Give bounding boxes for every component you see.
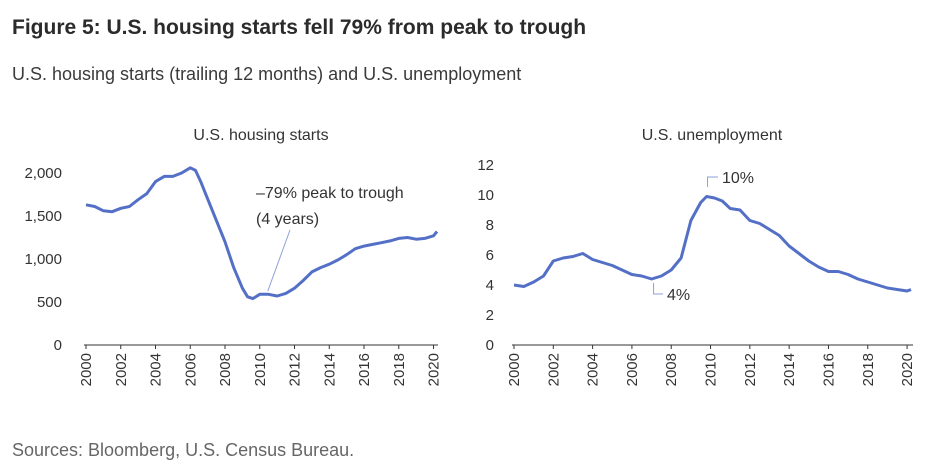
unemployment-x-tick-label: 2014	[781, 353, 798, 386]
unemployment-peak-leader	[707, 176, 718, 187]
unemployment-trough-leader	[653, 283, 663, 295]
housing-y-tick-label: 500	[37, 294, 62, 311]
unemployment-y-tick-label: 0	[486, 337, 494, 354]
unemployment-x-tick-label: 2020	[899, 353, 916, 386]
unemployment-x-tick-label: 2002	[545, 353, 562, 386]
unemployment-y-tick-label: 2	[486, 307, 494, 324]
housing-x-tick-label: 2016	[356, 353, 373, 386]
unemployment-x-tick-label: 2000	[506, 353, 523, 386]
figure-subtitle: U.S. housing starts (trailing 12 months)…	[12, 64, 522, 84]
unemployment-y-tick-label: 10	[477, 187, 494, 204]
housing-x-tick-label: 2012	[287, 353, 304, 386]
housing-starts-title: U.S. housing starts	[193, 127, 328, 144]
unemployment-x-tick-label: 2012	[742, 353, 759, 386]
unemployment-y-ticks: 0 2 4 6 8 10 12	[477, 157, 494, 354]
housing-y-ticks: 0 500 1,000 1,500 2,000	[24, 165, 62, 354]
housing-annotation-leader	[267, 229, 291, 292]
unemployment-y-tick-label: 12	[477, 157, 494, 174]
unemployment-y-tick-label: 4	[486, 277, 494, 294]
unemployment-x-tick-label: 2010	[703, 353, 720, 386]
housing-x-tick-label: 2020	[426, 353, 443, 386]
housing-y-tick-label: 2,000	[24, 165, 62, 182]
housing-x-tick-label: 2002	[113, 353, 130, 386]
unemployment-x-tick-label: 2008	[663, 353, 680, 386]
housing-y-tick-label: 0	[54, 337, 62, 354]
housing-x-tick-label: 2004	[148, 353, 165, 386]
housing-x-tick-label: 2008	[217, 353, 234, 386]
figure-source: Sources: Bloomberg, U.S. Census Bureau.	[12, 440, 355, 460]
figure-title: Figure 5: U.S. housing starts fell 79% f…	[12, 16, 587, 39]
unemployment-x-tick-label: 2004	[585, 353, 602, 386]
housing-annotation-line1: –79% peak to trough	[256, 185, 404, 202]
housing-x-tick-label: 2014	[321, 353, 338, 386]
housing-y-tick-label: 1,000	[24, 251, 62, 268]
housing-x-tick-label: 2010	[252, 353, 269, 386]
unemployment-peak-label: 10%	[722, 170, 754, 187]
unemployment-line	[513, 195, 912, 293]
housing-x-tick-label: 2006	[182, 353, 199, 386]
unemployment-y-tick-label: 8	[486, 217, 494, 234]
unemployment-y-tick-label: 6	[486, 247, 494, 264]
unemployment-x-tick-label: 2018	[860, 353, 877, 386]
housing-x-ticks: 2000 2002 2004 2006 2008 2010 2012 2014 2016 2018…	[78, 345, 443, 386]
unemployment-trough-label: 4%	[667, 287, 690, 304]
housing-x-tick-label: 2000	[78, 353, 95, 386]
housing-annotation-line2: (4 years)	[256, 211, 319, 228]
housing-starts-line	[85, 166, 439, 301]
unemployment-x-tick-label: 2016	[820, 353, 837, 386]
unemployment-x-tick-label: 2006	[624, 353, 641, 386]
housing-starts-panel: U.S. housing starts 2000 2002 2004 2006 2008…	[24, 127, 442, 386]
unemployment-panel: U.S. unemployment 2000 2002 2004 2006 2008 20…	[477, 127, 916, 386]
housing-x-tick-label: 2018	[391, 353, 408, 386]
unemployment-title: U.S. unemployment	[642, 127, 783, 144]
unemployment-x-ticks: 2000 2002 2004 2006 2008 2010 2012 2014 2016 2018…	[506, 345, 916, 386]
housing-y-tick-label: 1,500	[24, 208, 62, 225]
